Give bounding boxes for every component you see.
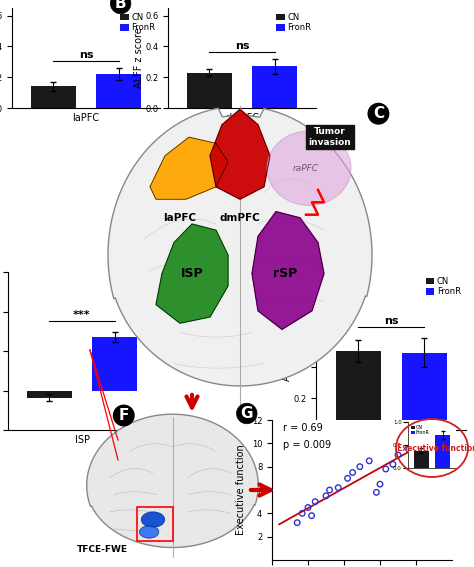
Text: p = 0.009: p = 0.009 [283,440,331,450]
Text: ***: *** [73,310,91,320]
Legend: CN, FronR: CN, FronR [115,276,152,297]
Y-axis label: Executive function: Executive function [236,445,246,535]
Point [349,468,356,477]
Bar [401,353,447,430]
Text: TFCE-FWE: TFCE-FWE [77,545,128,554]
Text: rSP: rSP [273,267,297,280]
Ellipse shape [139,526,159,538]
Text: ISP: ISP [181,267,203,280]
Text: Tumor
invasion: Tumor invasion [309,128,351,147]
Polygon shape [87,414,258,548]
Legend: CN, FronR: CN, FronR [410,425,430,436]
Text: r = 0.69: r = 0.69 [283,423,322,433]
Point [382,464,390,473]
Text: dmPFC: dmPFC [219,213,260,223]
Text: laPFC: laPFC [164,213,197,223]
Polygon shape [156,224,228,323]
Polygon shape [252,211,324,329]
Bar [31,86,76,108]
Point [293,518,301,527]
Y-axis label: ALFF z score: ALFF z score [134,28,144,88]
Point [322,491,330,500]
Legend: CN, FronR: CN, FronR [425,276,462,297]
Text: B: B [115,0,127,11]
Point [416,439,423,448]
Point [376,480,384,489]
Point [304,503,312,512]
Bar [435,435,450,468]
Text: raPFC: raPFC [293,164,319,173]
Point [335,483,342,492]
Ellipse shape [267,131,351,205]
Bar [336,351,381,430]
Polygon shape [108,108,372,386]
Point [308,511,315,520]
Legend: CN, FronR: CN, FronR [119,12,156,33]
Point [326,485,333,494]
Y-axis label: ALFF z score: ALFF z score [282,320,292,382]
Text: C: C [373,106,384,121]
Text: E: E [263,259,273,274]
Bar [414,451,429,468]
Text: ns: ns [384,316,398,325]
Bar [187,73,232,108]
Point [389,460,397,469]
Text: G: G [240,406,253,421]
Point [299,509,306,518]
Bar [96,74,141,108]
Point [365,456,373,466]
Bar [137,507,173,541]
Point [344,474,351,483]
Bar [92,337,137,391]
Text: ns: ns [79,50,93,60]
Point [356,462,364,471]
Text: F: F [118,408,129,423]
Bar [27,391,72,397]
Text: ns: ns [235,41,249,51]
Ellipse shape [141,512,164,527]
Legend: CN, FronR: CN, FronR [275,12,312,33]
Bar [252,66,297,108]
Point [311,497,319,506]
Text: Executive function: Executive function [397,444,474,453]
Polygon shape [150,137,228,199]
Point [394,450,402,459]
Point [405,445,412,454]
Point [373,488,380,497]
Polygon shape [210,109,270,199]
